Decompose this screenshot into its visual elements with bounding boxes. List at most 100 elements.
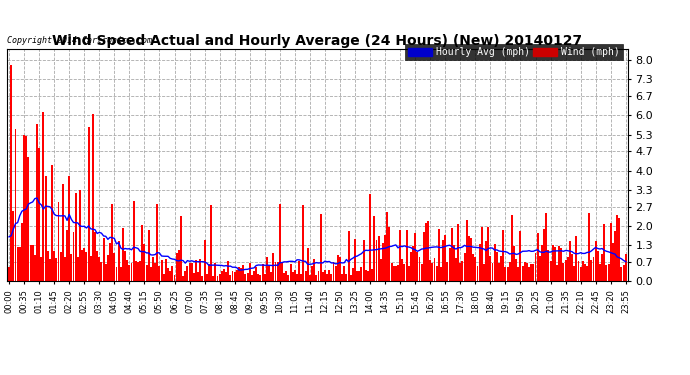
Bar [225,272,227,281]
Bar [511,215,513,281]
Bar [410,252,412,281]
Bar [184,271,186,281]
Bar [344,266,345,281]
Bar [288,275,289,281]
Bar [496,252,497,281]
Bar [105,264,107,281]
Bar [380,259,382,281]
Bar [429,260,431,281]
Bar [264,273,266,281]
Bar [176,254,177,281]
Bar [346,274,347,281]
Bar [40,257,42,281]
Bar [520,231,522,281]
Bar [414,234,416,281]
Legend: Hourly Avg (mph), Wind (mph): Hourly Avg (mph), Wind (mph) [405,44,623,60]
Bar [159,266,161,281]
Bar [92,114,94,281]
Bar [423,232,425,281]
Bar [88,127,90,281]
Bar [352,268,354,281]
Bar [120,267,121,281]
Bar [537,233,539,281]
Bar [182,276,184,281]
Bar [283,273,285,281]
Bar [404,264,406,281]
Bar [435,266,437,281]
Bar [64,257,66,281]
Bar [386,213,388,281]
Bar [474,257,476,281]
Bar [384,235,386,281]
Bar [103,238,105,281]
Bar [113,253,115,281]
Bar [377,236,380,281]
Bar [219,274,221,281]
Bar [348,231,350,281]
Bar [244,274,246,281]
Bar [526,263,528,281]
Bar [360,267,362,281]
Bar [135,261,137,281]
Bar [506,267,509,281]
Bar [300,274,302,281]
Bar [335,266,337,281]
Bar [589,213,590,281]
Bar [236,270,238,281]
Bar [14,129,17,281]
Bar [72,232,75,281]
Bar [144,244,146,281]
Bar [402,259,403,281]
Bar [541,245,543,281]
Bar [45,176,46,281]
Bar [68,176,70,281]
Bar [582,261,584,281]
Bar [171,266,173,281]
Bar [515,259,517,281]
Bar [154,263,156,281]
Bar [17,248,19,281]
Bar [99,257,100,281]
Bar [358,271,360,281]
Bar [444,235,446,281]
Bar [47,251,49,281]
Bar [350,275,352,281]
Bar [199,259,201,281]
Bar [608,264,609,281]
Bar [195,260,197,281]
Bar [229,275,231,281]
Bar [62,184,63,281]
Bar [257,274,259,281]
Bar [307,248,308,281]
Bar [157,204,158,281]
Bar [128,265,130,281]
Bar [369,194,371,281]
Bar [36,124,38,281]
Bar [132,201,135,281]
Bar [466,220,468,281]
Bar [367,271,369,281]
Bar [167,268,169,281]
Bar [425,224,427,281]
Bar [137,262,139,281]
Bar [472,255,474,281]
Bar [560,249,562,281]
Bar [268,265,270,281]
Bar [296,274,298,281]
Bar [395,266,397,281]
Bar [294,270,296,281]
Bar [504,267,506,281]
Bar [337,255,339,281]
Bar [481,227,483,281]
Bar [193,273,195,281]
Bar [614,231,616,281]
Bar [107,255,109,281]
Bar [139,261,141,281]
Bar [277,262,279,281]
Bar [150,267,152,281]
Bar [275,262,277,281]
Bar [292,272,294,281]
Bar [178,250,180,281]
Bar [152,257,154,281]
Bar [163,274,165,281]
